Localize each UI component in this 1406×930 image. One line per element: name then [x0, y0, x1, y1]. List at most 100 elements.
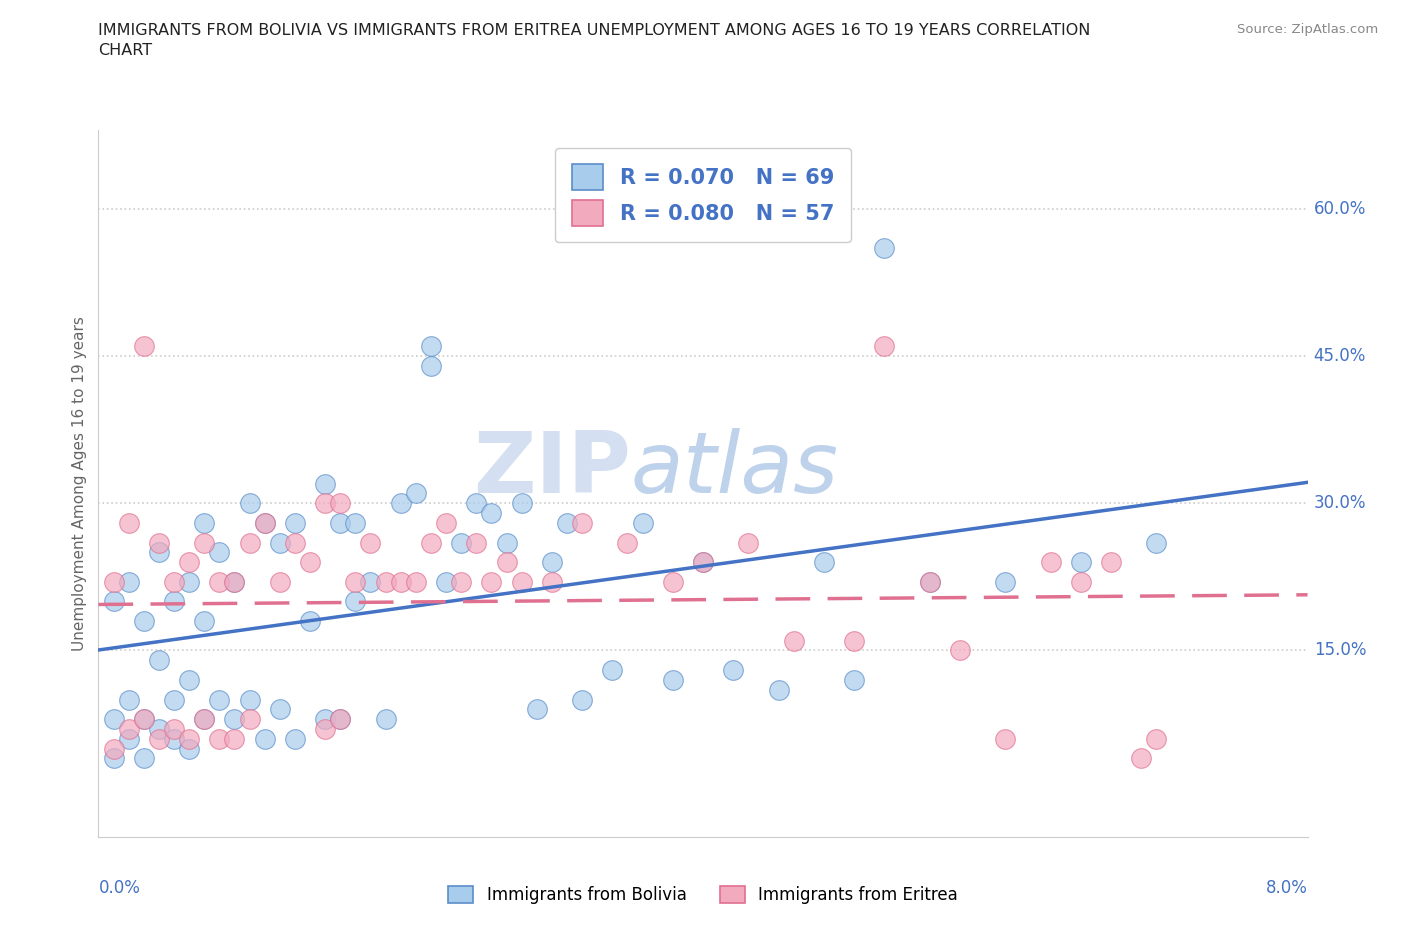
- Point: [148, 653, 170, 668]
- Point: [389, 496, 412, 511]
- Point: [1099, 554, 1122, 569]
- Point: [253, 515, 276, 530]
- Point: [844, 672, 866, 687]
- Point: [692, 554, 714, 569]
- Point: [179, 672, 201, 687]
- Point: [873, 339, 896, 353]
- Legend: Immigrants from Bolivia, Immigrants from Eritrea: Immigrants from Bolivia, Immigrants from…: [440, 878, 966, 912]
- Point: [450, 575, 472, 590]
- Point: [103, 711, 125, 726]
- Point: [132, 751, 155, 766]
- Point: [148, 722, 170, 737]
- Text: Source: ZipAtlas.com: Source: ZipAtlas.com: [1237, 23, 1378, 36]
- Point: [1144, 731, 1167, 746]
- Point: [434, 515, 457, 530]
- Y-axis label: Unemployment Among Ages 16 to 19 years: Unemployment Among Ages 16 to 19 years: [72, 316, 87, 651]
- Point: [179, 554, 201, 569]
- Text: ZIP: ZIP: [472, 428, 630, 511]
- Point: [540, 575, 562, 590]
- Point: [571, 692, 593, 707]
- Point: [103, 741, 125, 756]
- Point: [224, 731, 246, 746]
- Point: [208, 575, 231, 590]
- Point: [208, 731, 231, 746]
- Point: [284, 731, 307, 746]
- Point: [479, 506, 503, 521]
- Point: [163, 594, 186, 609]
- Point: [661, 672, 683, 687]
- Point: [314, 476, 336, 491]
- Point: [148, 545, 170, 560]
- Point: [179, 731, 201, 746]
- Point: [193, 711, 215, 726]
- Point: [465, 496, 488, 511]
- Point: [132, 614, 155, 629]
- Point: [314, 496, 336, 511]
- Point: [723, 663, 745, 678]
- Point: [631, 515, 654, 530]
- Point: [329, 711, 352, 726]
- Point: [193, 535, 215, 550]
- Point: [284, 515, 307, 530]
- Point: [224, 575, 246, 590]
- Point: [1144, 535, 1167, 550]
- Point: [103, 575, 125, 590]
- Point: [374, 575, 396, 590]
- Point: [269, 535, 291, 550]
- Point: [405, 575, 427, 590]
- Point: [510, 575, 533, 590]
- Text: 30.0%: 30.0%: [1313, 494, 1367, 512]
- Point: [450, 535, 472, 550]
- Point: [193, 711, 215, 726]
- Point: [253, 515, 276, 530]
- Point: [208, 545, 231, 560]
- Point: [132, 711, 155, 726]
- Point: [844, 633, 866, 648]
- Point: [132, 711, 155, 726]
- Point: [132, 339, 155, 353]
- Point: [163, 722, 186, 737]
- Text: 60.0%: 60.0%: [1313, 200, 1367, 218]
- Point: [602, 663, 624, 678]
- Point: [344, 515, 367, 530]
- Point: [465, 535, 488, 550]
- Point: [479, 575, 503, 590]
- Point: [692, 554, 714, 569]
- Point: [344, 575, 367, 590]
- Point: [1130, 751, 1153, 766]
- Point: [118, 575, 141, 590]
- Point: [239, 711, 262, 726]
- Point: [163, 731, 186, 746]
- Point: [737, 535, 759, 550]
- Point: [179, 575, 201, 590]
- Point: [299, 554, 322, 569]
- Point: [873, 241, 896, 256]
- Point: [526, 702, 548, 717]
- Point: [571, 515, 593, 530]
- Point: [359, 575, 381, 590]
- Point: [329, 711, 352, 726]
- Point: [329, 515, 352, 530]
- Point: [148, 731, 170, 746]
- Point: [224, 711, 246, 726]
- Point: [344, 594, 367, 609]
- Legend: R = 0.070   N = 69, R = 0.080   N = 57: R = 0.070 N = 69, R = 0.080 N = 57: [555, 148, 851, 243]
- Point: [239, 692, 262, 707]
- Point: [419, 358, 441, 373]
- Point: [918, 575, 941, 590]
- Point: [239, 535, 262, 550]
- Point: [163, 692, 186, 707]
- Point: [495, 554, 517, 569]
- Point: [284, 535, 307, 550]
- Text: 45.0%: 45.0%: [1313, 347, 1367, 365]
- Point: [374, 711, 396, 726]
- Text: atlas: atlas: [630, 428, 838, 511]
- Point: [616, 535, 638, 550]
- Text: IMMIGRANTS FROM BOLIVIA VS IMMIGRANTS FROM ERITREA UNEMPLOYMENT AMONG AGES 16 TO: IMMIGRANTS FROM BOLIVIA VS IMMIGRANTS FR…: [98, 23, 1091, 58]
- Point: [813, 554, 835, 569]
- Point: [768, 683, 790, 698]
- Point: [1039, 554, 1062, 569]
- Point: [661, 575, 683, 590]
- Point: [314, 711, 336, 726]
- Point: [118, 731, 141, 746]
